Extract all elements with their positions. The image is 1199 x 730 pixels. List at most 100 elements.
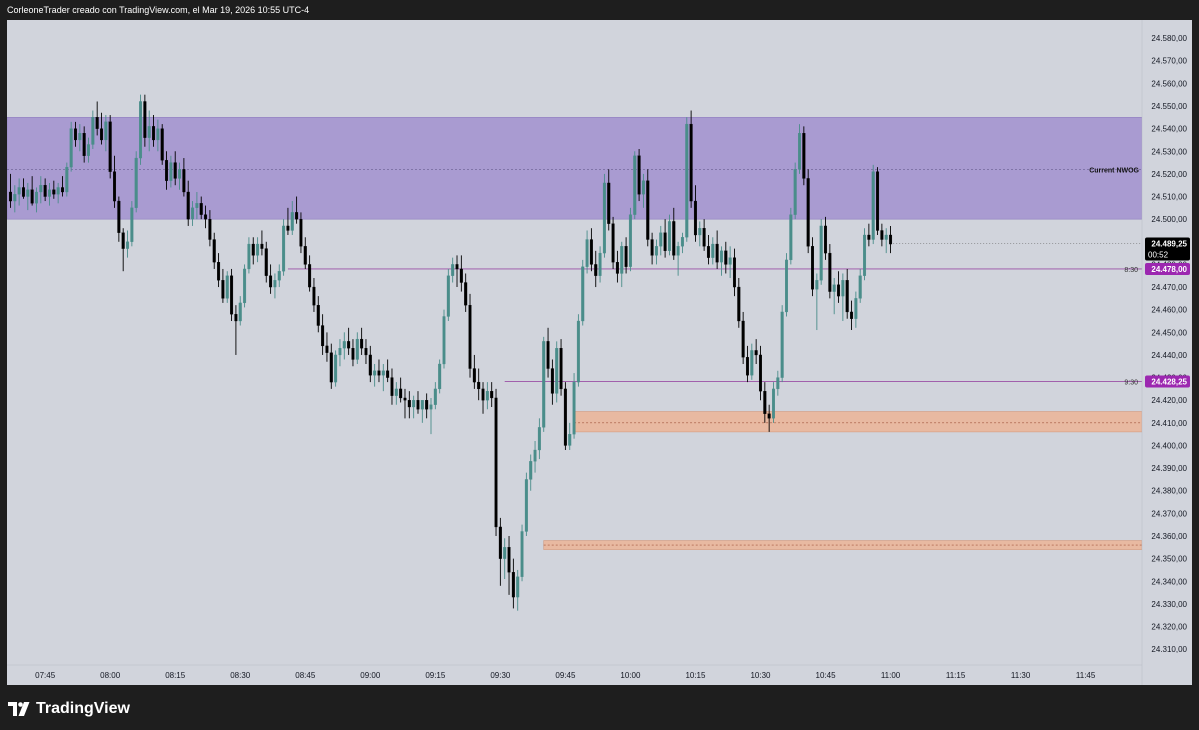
tradingview-logo-text: TradingView (36, 700, 130, 717)
candle-body (251, 243, 255, 256)
candle (884, 228, 888, 254)
candle-body (113, 171, 117, 202)
candle-body (555, 348, 559, 394)
candle-body (841, 280, 845, 297)
candle (459, 255, 463, 292)
candle-body (520, 531, 524, 577)
chart-area[interactable]: Current NWOG 8:30 9:30 24.310,00 24.320,00 24… (7, 20, 1192, 685)
candle (693, 185, 697, 242)
candle (386, 359, 390, 383)
candle (438, 359, 442, 394)
candle (230, 268, 234, 321)
candle-body (459, 268, 463, 283)
candle-body (152, 126, 156, 141)
candle-body (837, 284, 841, 297)
candle (607, 169, 611, 231)
candle (546, 327, 550, 378)
candle (195, 192, 199, 220)
candle-body (537, 427, 541, 451)
candle-body (646, 180, 650, 240)
candle (446, 268, 450, 321)
candle-body (256, 243, 260, 256)
tradingview-logo[interactable]: TradingView (8, 700, 130, 718)
candle-body (693, 200, 697, 236)
candle-body (706, 246, 710, 258)
candle-body (26, 189, 30, 197)
candle-body (199, 203, 203, 215)
candle-body (169, 162, 173, 181)
y-tick-label: 24.320,00 (1151, 623, 1187, 632)
candle-body (615, 262, 619, 274)
candle (78, 124, 82, 152)
candle (21, 178, 25, 199)
session-label: 9:30 (1124, 380, 1138, 387)
candle-body (754, 350, 758, 356)
candle (750, 343, 754, 380)
candle (464, 273, 468, 312)
candle-body (65, 166, 69, 193)
candle (490, 382, 494, 407)
candle-body (633, 155, 637, 215)
candle (286, 207, 290, 235)
candle (732, 248, 736, 297)
candle (776, 370, 780, 396)
candle (34, 187, 38, 213)
candle-body (282, 225, 286, 272)
candle-body (160, 128, 164, 161)
candle (785, 253, 788, 317)
candle-body (130, 207, 134, 242)
candle-body (126, 241, 130, 249)
countdown-text: 00:52 (1148, 250, 1169, 259)
candle (628, 207, 632, 272)
candle (260, 230, 264, 256)
candle (56, 182, 60, 204)
candle (433, 382, 437, 410)
candle-body (485, 391, 489, 401)
candle (416, 391, 420, 414)
candle (650, 232, 654, 265)
candle (858, 268, 862, 303)
candle (394, 382, 398, 405)
tradingview-logo-icon (8, 702, 30, 716)
candle-body (702, 228, 706, 247)
candle (100, 112, 104, 145)
candle-body (828, 252, 832, 292)
candle (516, 569, 520, 611)
candle-body (546, 341, 550, 369)
candle-body (21, 187, 25, 197)
candle-body (399, 388, 403, 399)
candle-body (511, 572, 515, 598)
candle-body (550, 368, 554, 394)
x-tick-label: 11:00 (881, 671, 901, 680)
candle (334, 350, 338, 387)
x-tick-label: 11:45 (1076, 671, 1096, 680)
level-price-text: 24.428,25 (1151, 378, 1187, 387)
candlestick-chart[interactable]: Current NWOG 8:30 9:30 24.310,00 24.320,00 24… (7, 20, 1192, 685)
candle (741, 311, 745, 364)
candle (65, 162, 69, 197)
candle-body (212, 239, 216, 263)
candle (598, 246, 602, 283)
candle-body (698, 228, 702, 236)
candle-body (342, 341, 346, 349)
candle-body (542, 341, 546, 428)
candle-body (715, 243, 719, 263)
candle (204, 205, 208, 229)
candle (542, 336, 546, 432)
candle (282, 219, 286, 276)
candle-body (533, 449, 537, 462)
candle (225, 271, 229, 303)
candle-body (793, 169, 797, 215)
x-tick-label: 10:30 (750, 671, 771, 680)
candle-body (433, 388, 437, 405)
x-tick-label: 10:45 (816, 671, 837, 680)
candle (715, 230, 719, 269)
candle-body (69, 128, 73, 168)
candle (147, 110, 151, 152)
candle (87, 137, 90, 163)
candle-body (338, 348, 342, 356)
candle-body (594, 264, 598, 276)
candle-body (277, 271, 281, 281)
candle-body (139, 101, 143, 159)
candle-body (100, 128, 104, 141)
